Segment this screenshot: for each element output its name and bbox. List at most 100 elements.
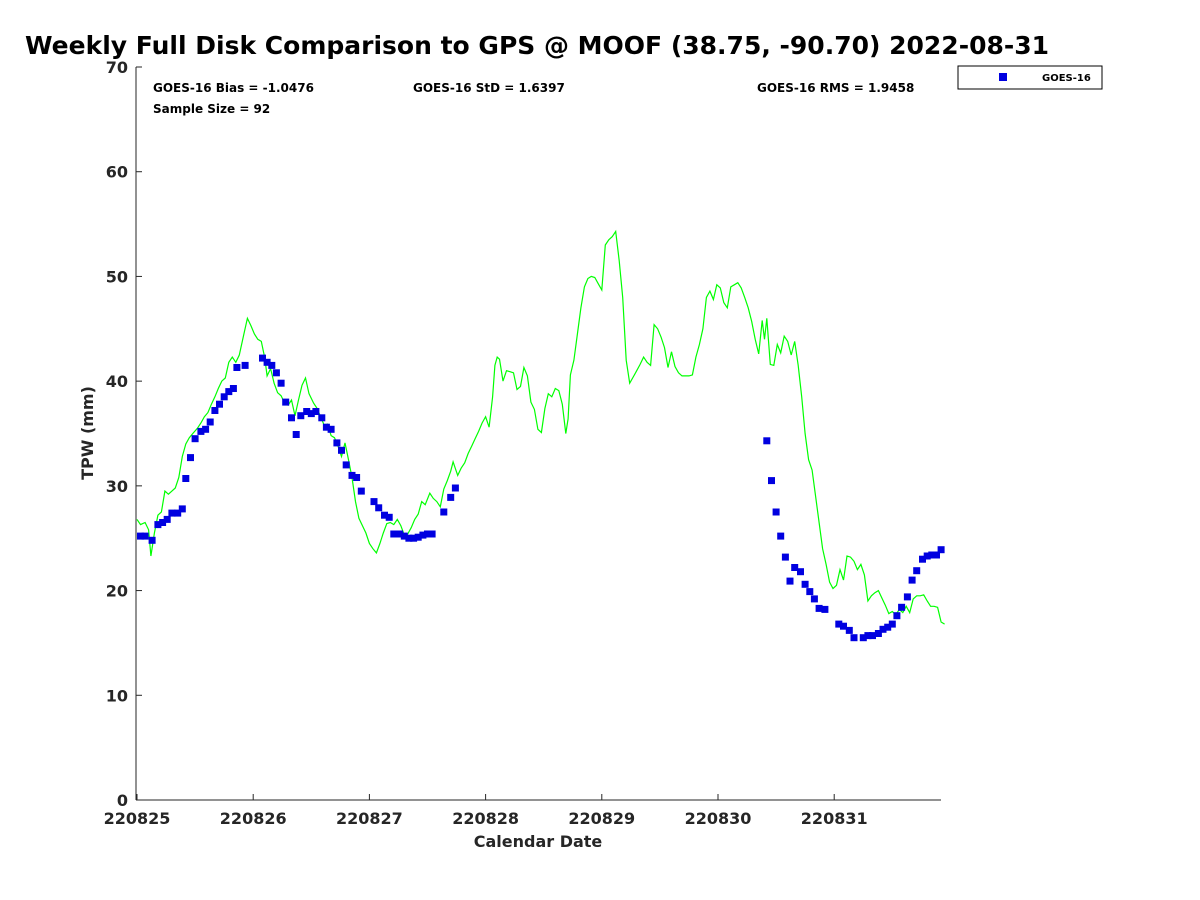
data-point xyxy=(447,493,455,501)
data-point xyxy=(282,398,290,406)
x-tick-label: 220827 xyxy=(336,809,403,828)
data-point xyxy=(801,580,809,588)
data-point xyxy=(187,454,194,462)
y-tick-label: 70 xyxy=(106,58,128,77)
stat-annotation: Sample Size = 92 xyxy=(153,102,270,116)
data-point xyxy=(772,508,780,516)
data-point xyxy=(933,551,940,559)
data-point xyxy=(178,505,186,513)
stat-annotation: GOES-16 Bias = -1.0476 xyxy=(153,81,314,95)
data-point xyxy=(928,551,936,559)
data-point xyxy=(259,354,266,362)
data-point xyxy=(206,418,214,426)
y-tick-label: 20 xyxy=(106,582,128,601)
data-point xyxy=(141,532,149,540)
axes: 0 10 20 30 40 50 60 70 220825 220826 220827 220828 2… xyxy=(104,58,941,828)
x-tick-label: 220828 xyxy=(452,809,519,828)
data-point xyxy=(400,532,408,540)
data-point xyxy=(869,632,876,640)
series-line xyxy=(136,229,945,625)
data-point xyxy=(148,536,156,544)
data-point xyxy=(197,427,205,435)
data-point xyxy=(353,474,361,481)
x-tick-label: 220829 xyxy=(568,809,635,828)
data-point xyxy=(919,555,926,563)
data-point xyxy=(312,408,320,415)
stat-annotation: GOES-16 StD = 1.6397 xyxy=(413,81,565,95)
data-point xyxy=(163,515,171,523)
data-point xyxy=(225,388,233,396)
data-point xyxy=(357,487,365,495)
x-axis-label: Calendar Date xyxy=(474,832,603,851)
data-point xyxy=(923,552,931,560)
data-point xyxy=(419,531,427,539)
legend: GOES-16 xyxy=(957,65,1103,90)
data-point xyxy=(318,414,326,422)
data-point xyxy=(810,595,818,603)
data-point xyxy=(307,410,315,418)
x-tick-label: 220831 xyxy=(801,809,868,828)
data-point xyxy=(216,400,223,408)
data-point xyxy=(137,532,144,540)
legend-label: GOES-16 xyxy=(1042,73,1091,84)
data-point xyxy=(777,532,785,540)
data-point xyxy=(451,484,459,492)
data-point xyxy=(277,379,285,387)
data-point xyxy=(763,437,771,445)
x-tick-label: 220826 xyxy=(220,809,287,828)
y-tick-label: 30 xyxy=(106,477,128,496)
y-tick-label: 10 xyxy=(106,686,128,705)
data-point xyxy=(405,534,413,542)
data-point xyxy=(903,593,911,601)
data-point xyxy=(241,361,249,369)
x-tick-label: 220825 xyxy=(104,809,171,828)
data-point xyxy=(263,358,271,366)
data-point xyxy=(154,521,162,529)
y-axis-label: TPW (mm) xyxy=(78,386,97,480)
legend-box xyxy=(957,65,1103,90)
data-point xyxy=(791,564,799,571)
data-point xyxy=(342,461,350,469)
data-point xyxy=(220,393,228,401)
data-point xyxy=(338,446,345,454)
data-point xyxy=(888,620,896,628)
data-point xyxy=(288,414,295,422)
data-point xyxy=(840,622,847,630)
data-point xyxy=(191,435,199,443)
data-point xyxy=(348,471,356,479)
y-tick-label: 50 xyxy=(106,267,128,286)
data-point xyxy=(850,634,858,642)
data-point xyxy=(229,385,237,392)
green-series-layer xyxy=(136,229,945,625)
y-tick-label: 0 xyxy=(117,791,128,810)
data-point xyxy=(440,508,448,516)
data-point xyxy=(845,626,853,634)
data-point xyxy=(893,612,901,620)
chart-title: Weekly Full Disk Comparison to GPS @ MOO… xyxy=(25,31,1049,60)
y-tick-label: 40 xyxy=(106,372,128,391)
data-point xyxy=(797,568,804,576)
data-point xyxy=(806,588,814,596)
data-point xyxy=(303,408,311,415)
data-point xyxy=(428,530,436,538)
data-point xyxy=(174,509,182,517)
data-point xyxy=(913,567,921,575)
data-point xyxy=(898,603,906,611)
y-tick-label: 60 xyxy=(106,163,128,182)
stat-annotation: GOES-16 RMS = 1.9458 xyxy=(757,81,914,95)
data-point xyxy=(292,431,300,438)
data-point xyxy=(786,577,794,585)
marker-layer xyxy=(137,354,945,642)
data-point xyxy=(385,513,393,521)
data-point xyxy=(908,576,916,584)
data-point xyxy=(211,407,219,414)
data-point xyxy=(424,530,431,538)
data-point xyxy=(390,530,398,538)
data-point xyxy=(414,533,422,541)
data-point xyxy=(272,369,280,377)
data-point xyxy=(268,361,276,369)
data-point xyxy=(202,425,210,433)
data-point xyxy=(159,519,167,526)
data-point xyxy=(333,439,341,447)
data-point xyxy=(821,605,829,613)
